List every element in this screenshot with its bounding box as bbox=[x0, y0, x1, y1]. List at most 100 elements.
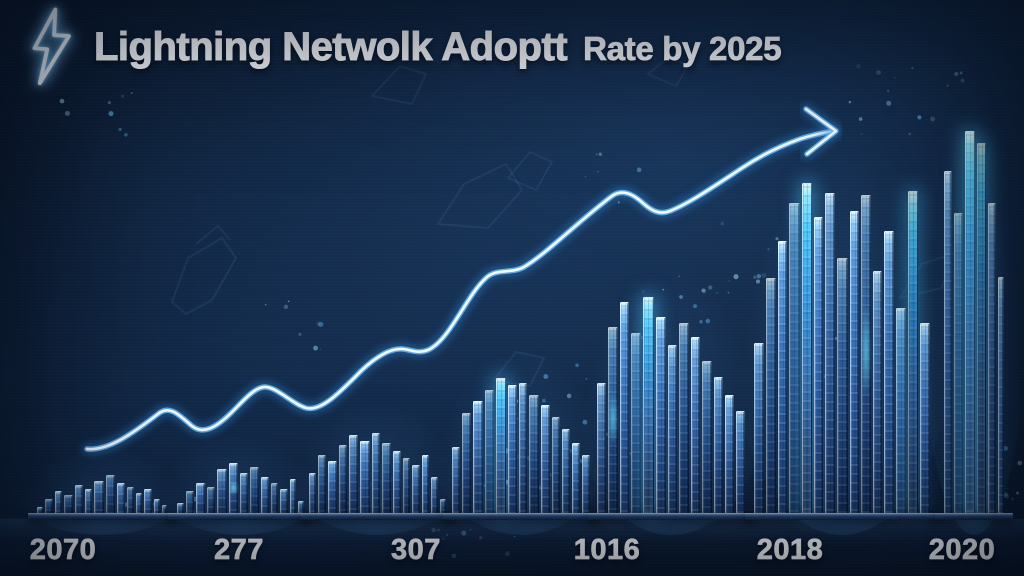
bar bbox=[656, 317, 666, 513]
bar bbox=[318, 455, 326, 513]
bar bbox=[631, 333, 641, 513]
bar bbox=[452, 447, 460, 513]
bar bbox=[508, 385, 517, 513]
bar bbox=[280, 489, 288, 513]
title-main: Lightning Netwolk Adoptt bbox=[93, 24, 568, 69]
lightning-bolt-icon bbox=[32, 7, 71, 86]
bar bbox=[562, 429, 570, 513]
bar bbox=[552, 417, 560, 513]
bar bbox=[328, 461, 337, 513]
bar bbox=[403, 458, 410, 513]
bar bbox=[529, 395, 539, 513]
bar bbox=[988, 203, 996, 513]
bar bbox=[977, 143, 986, 513]
bar bbox=[608, 327, 618, 513]
bar bbox=[789, 203, 800, 513]
bar bbox=[884, 231, 894, 513]
bar-cluster bbox=[944, 131, 1004, 513]
cluster-platform bbox=[935, 513, 1013, 520]
bar bbox=[229, 463, 238, 513]
bar bbox=[117, 483, 125, 513]
bar bbox=[94, 481, 104, 513]
bar bbox=[154, 499, 160, 513]
bar bbox=[55, 491, 62, 513]
cluster-platform bbox=[168, 513, 313, 520]
cluster-platform bbox=[588, 513, 754, 520]
x-axis-label: 307 bbox=[391, 534, 441, 567]
cluster-platform bbox=[745, 513, 939, 520]
bar bbox=[754, 343, 764, 513]
bar bbox=[382, 443, 391, 513]
bar bbox=[896, 308, 906, 513]
bar bbox=[339, 445, 347, 513]
bar bbox=[136, 493, 142, 513]
bar-cluster bbox=[754, 183, 930, 513]
bar bbox=[250, 467, 259, 513]
bar bbox=[261, 477, 269, 513]
bar-cluster bbox=[309, 433, 446, 513]
bar bbox=[861, 195, 871, 513]
bar bbox=[837, 258, 848, 513]
bar bbox=[196, 483, 205, 513]
bar bbox=[620, 302, 629, 513]
bar bbox=[714, 377, 723, 513]
bar-cluster bbox=[597, 297, 745, 513]
bar bbox=[908, 191, 918, 513]
x-axis-label: 277 bbox=[214, 534, 264, 567]
bar bbox=[778, 241, 787, 513]
bar bbox=[360, 441, 370, 513]
title-sub: Rate by 2025 bbox=[583, 29, 782, 67]
x-axis-label: 2020 bbox=[928, 534, 996, 567]
bar bbox=[954, 213, 963, 513]
bar bbox=[702, 361, 712, 513]
bar bbox=[217, 469, 227, 513]
bar bbox=[349, 435, 358, 513]
bar bbox=[572, 443, 580, 513]
bar bbox=[462, 413, 471, 513]
bar bbox=[309, 473, 316, 513]
bar bbox=[75, 485, 83, 513]
floor-gradient bbox=[0, 519, 1024, 576]
bar-cluster bbox=[177, 463, 304, 513]
bar bbox=[473, 401, 483, 513]
x-axis-label: 2018 bbox=[756, 534, 824, 567]
page-title: Lightning Netwolk Adoptt Rate by 2025 bbox=[93, 24, 782, 70]
bar bbox=[422, 455, 429, 513]
bar bbox=[271, 483, 278, 513]
bar bbox=[519, 383, 527, 513]
bar bbox=[186, 491, 194, 513]
bar bbox=[64, 495, 73, 513]
cluster-platform bbox=[300, 513, 455, 520]
bar bbox=[106, 475, 115, 513]
bar bbox=[944, 171, 952, 513]
bar bbox=[393, 451, 401, 513]
bar bbox=[850, 211, 859, 513]
bar bbox=[298, 501, 304, 513]
bar bbox=[814, 217, 823, 513]
bar bbox=[691, 337, 700, 513]
bar bbox=[998, 277, 1004, 513]
bar-cluster bbox=[37, 475, 167, 513]
bar bbox=[485, 390, 494, 513]
bar bbox=[290, 479, 296, 513]
bar bbox=[496, 378, 506, 513]
bar bbox=[725, 395, 734, 513]
cluster-platform bbox=[28, 513, 176, 520]
bar bbox=[766, 278, 776, 513]
bar bbox=[207, 487, 215, 513]
bar bbox=[873, 271, 882, 513]
bar bbox=[643, 297, 654, 513]
bar bbox=[85, 489, 92, 513]
bar-cluster bbox=[452, 378, 590, 513]
bar bbox=[431, 477, 438, 513]
bar bbox=[412, 465, 420, 513]
bar bbox=[37, 507, 43, 513]
header: Lightning Netwolk Adoptt Rate by 2025 bbox=[20, 4, 782, 90]
x-axis-label: 1016 bbox=[573, 534, 641, 567]
cluster-platform bbox=[443, 513, 599, 520]
bar bbox=[144, 489, 152, 513]
bar bbox=[679, 323, 689, 513]
bar bbox=[825, 193, 835, 513]
bar bbox=[541, 405, 550, 513]
